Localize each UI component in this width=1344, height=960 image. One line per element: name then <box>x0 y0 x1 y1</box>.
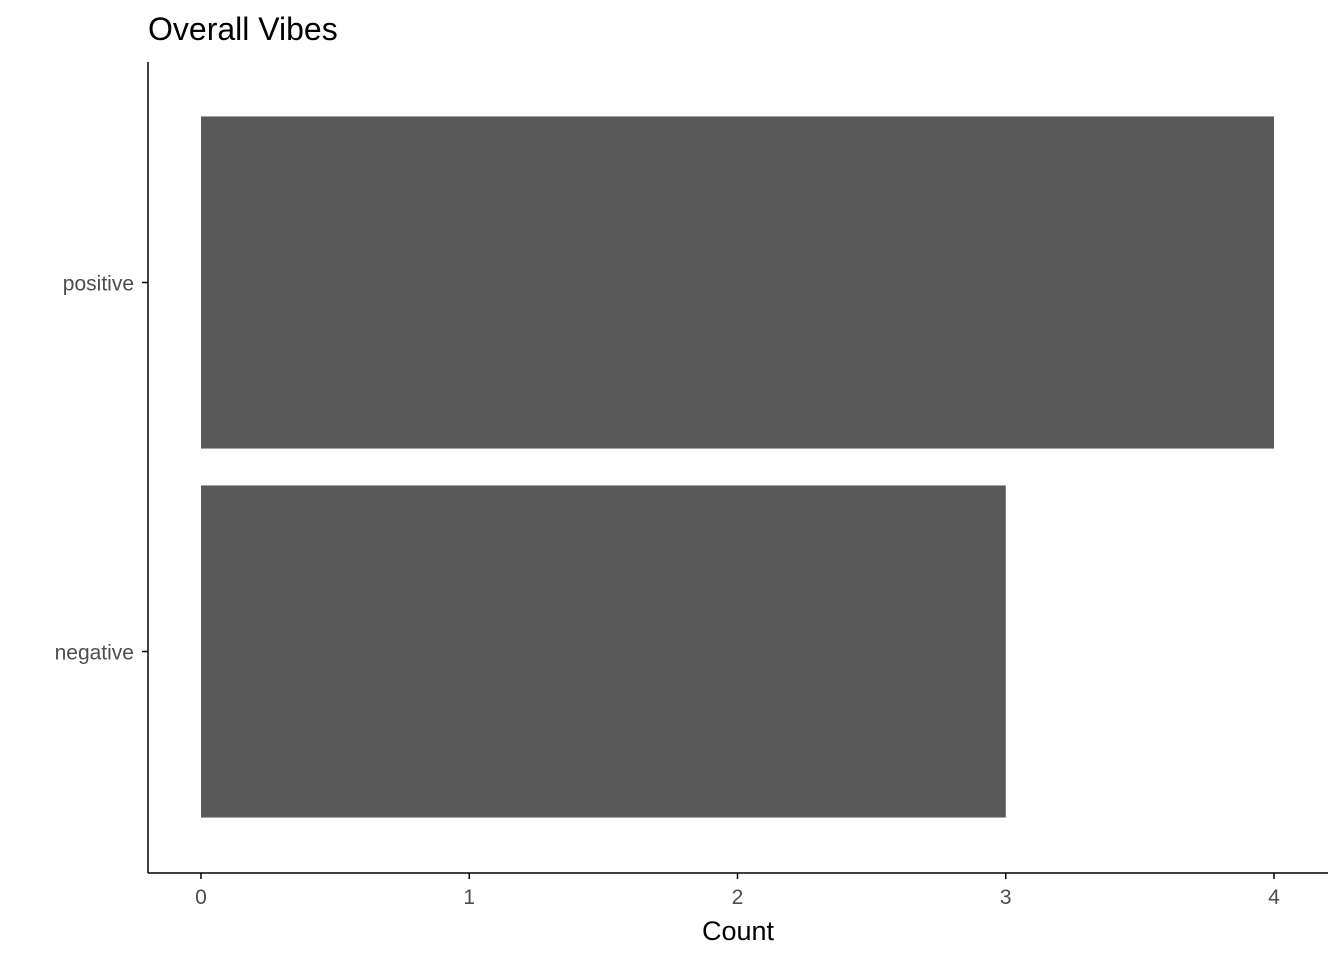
x-tick-label-1: 1 <box>463 886 475 909</box>
bars-layer <box>201 116 1274 818</box>
y-tick-label-negative: negative <box>55 642 134 665</box>
axes-layer: negative positive 0 1 2 3 4 <box>55 62 1328 909</box>
chart-title: Overall Vibes <box>148 11 338 47</box>
x-tick-label-2: 2 <box>732 886 744 909</box>
bar-negative <box>201 485 1006 818</box>
x-tick-label-4: 4 <box>1268 886 1280 909</box>
x-axis-title: Count <box>702 916 775 946</box>
bar-positive <box>201 116 1274 449</box>
x-tick-label-3: 3 <box>1000 886 1012 909</box>
y-tick-label-positive: positive <box>63 273 134 296</box>
x-tick-label-0: 0 <box>195 886 207 909</box>
